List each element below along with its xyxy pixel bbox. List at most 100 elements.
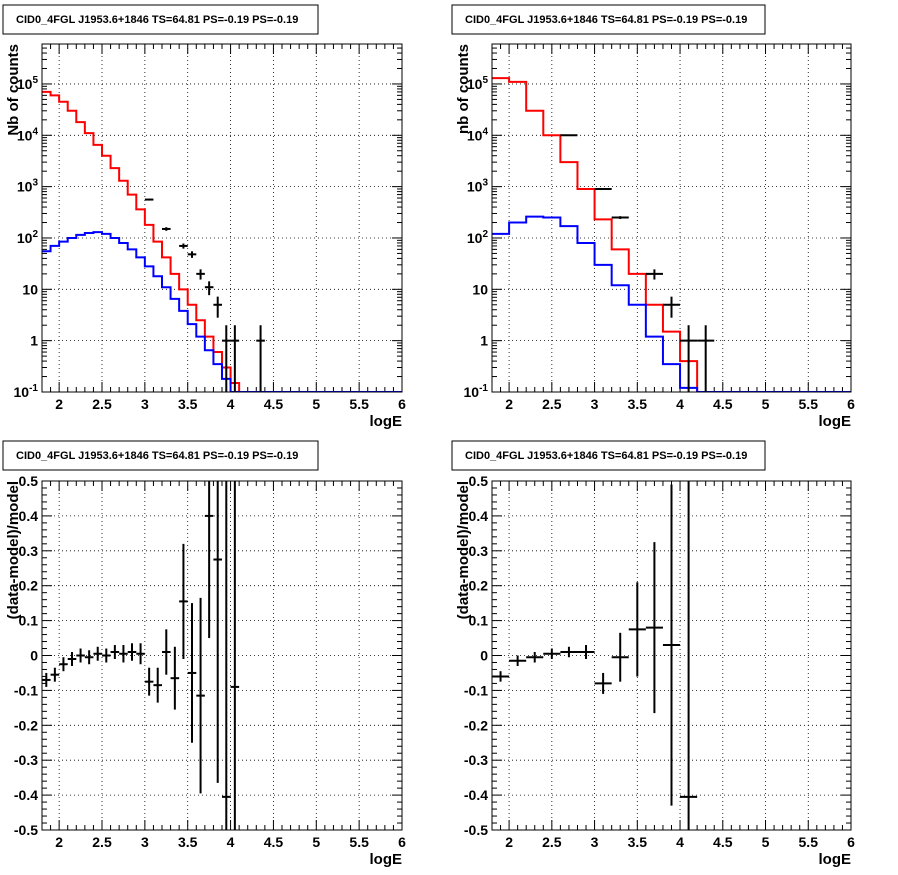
data-point — [509, 655, 527, 666]
data-point — [645, 269, 663, 280]
data-point — [42, 672, 51, 687]
x-tick-label: 2 — [505, 834, 513, 850]
chart-title: CID0_4FGL J1953.6+1846 TS=64.81 PS=-0.19… — [465, 14, 747, 26]
data-point — [680, 481, 698, 830]
y-axis-label: (data-model)/model — [455, 481, 472, 619]
chart-panel-4: CID0_4FGL J1953.6+1846 TS=64.81 PS=-0.19… — [451, 440, 855, 868]
plot-area — [42, 90, 402, 392]
y-tick-label: 0 — [480, 648, 488, 664]
y-tick-label: -0.4 — [14, 787, 38, 803]
data-point — [196, 269, 205, 280]
data-point — [93, 646, 102, 661]
x-tick-label: 6 — [847, 396, 855, 412]
y-axis-label: Nb of counts — [5, 44, 22, 136]
data-point — [187, 251, 197, 258]
axes: 2 2.5 3 3.5 4 4.5 5 5.5 6 10-1 1 10 102 103 104 105 — [14, 43, 406, 412]
plot-frame — [41, 480, 403, 831]
y-tick-label: 10 — [472, 281, 488, 297]
data-point — [59, 657, 68, 672]
title-box — [451, 440, 766, 471]
x-axis-label: logE — [370, 851, 403, 868]
chart-panel-2: CID0_4FGL J1953.6+1846 TS=64.81 PS=-0.19… — [451, 4, 855, 430]
data-point — [594, 672, 612, 694]
x-tick-label: 3 — [591, 396, 599, 412]
data-point — [213, 296, 222, 318]
data-point — [611, 632, 629, 682]
x-tick-label: 3.5 — [628, 396, 648, 412]
y-tick-label: 0.1 — [469, 613, 489, 629]
y-tick-label: 102 — [467, 229, 489, 246]
x-tick-label: 4.5 — [713, 396, 733, 412]
data-point — [230, 325, 240, 392]
grid — [42, 481, 402, 830]
x-tick-label: 5.5 — [799, 834, 819, 850]
x-tick-label: 4 — [227, 396, 235, 412]
data-point — [230, 481, 240, 830]
data-point — [170, 646, 180, 710]
x-tick-label: 3.5 — [178, 834, 198, 850]
title-box — [2, 4, 319, 35]
x-axis-label: logE — [370, 413, 403, 430]
y-tick-label: 103 — [467, 178, 489, 195]
y-tick-label: 0.1 — [19, 613, 39, 629]
data-point — [67, 652, 77, 666]
y-axis-label: (data-model)/model — [5, 481, 22, 619]
y-tick-label: 1 — [30, 333, 38, 349]
y-tick-label: 0.2 — [469, 578, 489, 594]
histogram-series-1 — [42, 90, 402, 392]
y-tick-label: 0 — [30, 648, 38, 664]
x-axis-label: logE — [819, 851, 852, 868]
x-tick-label: 3.5 — [628, 834, 648, 850]
data-point — [594, 187, 612, 190]
title-box — [451, 4, 766, 35]
data-point — [680, 325, 698, 392]
data-point — [204, 481, 214, 639]
data-point — [153, 667, 162, 703]
y-tick-label: 104 — [17, 126, 39, 143]
data-point — [144, 198, 154, 201]
x-tick-label: 5.5 — [349, 396, 369, 412]
histogram-series-1 — [492, 77, 851, 392]
y-tick-label: 10-1 — [14, 383, 39, 400]
y-tick-label: 0.3 — [469, 543, 489, 559]
y-tick-label: 102 — [17, 229, 39, 246]
x-tick-label: 2.5 — [92, 396, 112, 412]
data-point — [162, 629, 171, 675]
plot-frame — [491, 43, 852, 393]
data-point — [119, 645, 128, 663]
x-tick-label: 2.5 — [92, 834, 112, 850]
x-tick-label: 3 — [141, 834, 149, 850]
data-point — [50, 667, 60, 682]
y-tick-label: -0.2 — [14, 717, 38, 733]
data-point — [543, 648, 561, 659]
y-tick-label: -0.1 — [14, 682, 38, 698]
axes: 2 2.5 3 3.5 4 4.5 5 5.5 6 -0.5 -0.4 -0.3 -0.2 -0.1 0 0.… — [464, 473, 855, 850]
y-tick-label: -0.5 — [464, 822, 488, 838]
data-point — [611, 216, 629, 220]
y-tick-label: 0.4 — [469, 508, 489, 524]
chart-title: CID0_4FGL J1953.6+1846 TS=64.81 PS=-0.19… — [16, 450, 298, 462]
x-tick-label: 5 — [762, 834, 770, 850]
x-tick-label: 6 — [398, 834, 406, 850]
data-point — [577, 645, 595, 659]
y-tick-label: 10 — [22, 281, 38, 297]
data-point — [162, 227, 171, 231]
x-tick-label: 3 — [141, 396, 149, 412]
data-point — [76, 648, 85, 663]
y-tick-label: 10-1 — [464, 383, 489, 400]
data-point — [204, 281, 214, 296]
x-tick-label: 2.5 — [542, 396, 562, 412]
y-tick-label: 103 — [17, 178, 39, 195]
data-point — [179, 243, 188, 249]
data-point — [560, 646, 578, 658]
x-tick-label: 6 — [398, 396, 406, 412]
x-tick-label: 5.5 — [799, 396, 819, 412]
x-axis-label: logE — [819, 413, 852, 430]
y-tick-label: 1 — [480, 333, 488, 349]
title-box — [2, 440, 319, 471]
chart-title: CID0_4FGL J1953.6+1846 TS=64.81 PS=-0.19… — [16, 14, 298, 26]
data-point — [144, 667, 154, 696]
data-point — [628, 582, 646, 677]
y-tick-label: 0.5 — [19, 473, 39, 489]
